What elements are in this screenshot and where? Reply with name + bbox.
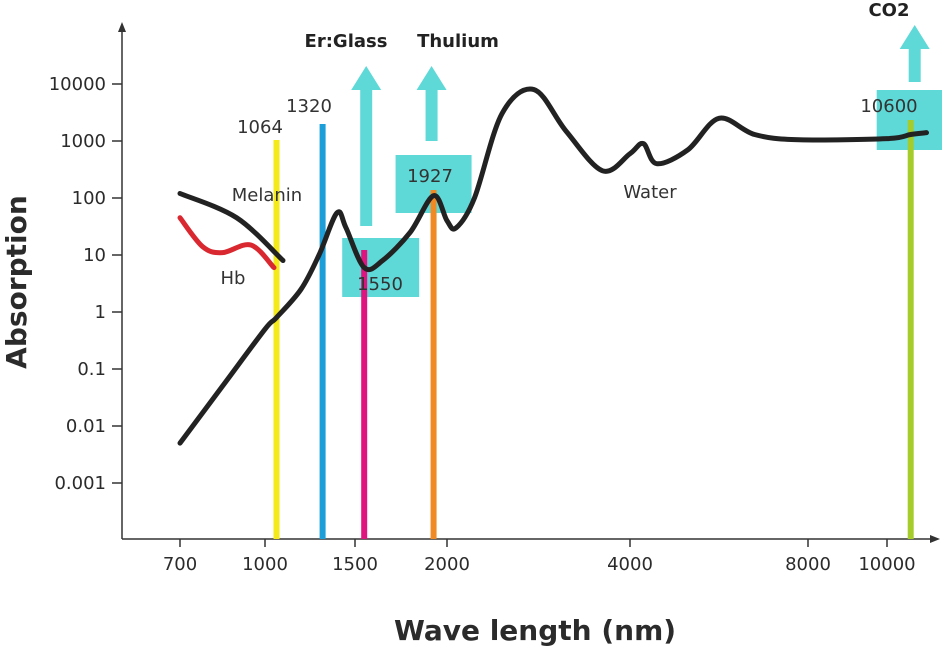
y-tick-label: 0.1 [77,359,106,380]
series-hb [177,215,277,271]
y-tick-group: 10000 1000 100 10 1 0.1 0.01 0.001 [49,74,122,494]
laser-lines [273,120,914,539]
y-tick-label: 1000 [60,131,106,152]
laser-name-erglass: Er:Glass [305,31,388,52]
laser-label-1927: 1927 [407,166,453,187]
x-tick-label: 2000 [424,554,470,575]
thulium-arrow [416,66,447,141]
x-tick-label: 700 [163,554,197,575]
x-tick-label: 1500 [332,554,378,575]
x-tick-group: 700 1000 1500 2000 4000 8000 10000 [163,539,916,575]
x-axis-arrow [930,535,940,543]
curves [177,86,929,446]
x-tick-label: 8000 [785,554,831,575]
y-tick-label: 100 [72,188,106,209]
x-tick-label: 4000 [607,554,653,575]
y-tick-label: 10000 [49,74,106,95]
y-tick-label: 1 [95,302,106,323]
laser-label-1550: 1550 [357,274,403,295]
co2-arrow [899,25,930,82]
y-axis-arrow [118,22,126,32]
y-tick-label: 0.001 [54,473,106,494]
series-water [177,86,929,446]
axes [118,22,940,543]
laser-label-1320: 1320 [286,96,332,117]
laser-label-10600: 10600 [860,96,917,117]
series-melanin [177,190,286,264]
y-axis-title: Absorption [0,195,33,369]
erglass-arrow [351,66,382,226]
x-axis-title: Wave length (nm) [394,614,676,647]
x-tick-label: 1000 [242,554,288,575]
laser-label-1064: 1064 [237,117,283,138]
curve-label-melanin: Melanin [232,185,302,206]
x-tick-label: 10000 [858,554,915,575]
y-tick-label: 10 [83,245,106,266]
curve-label-water: Water [623,182,677,203]
y-tick-label: 0.01 [66,416,106,437]
laser-name-thulium: Thulium [417,31,499,52]
laser-name-co2: CO2 [868,0,909,21]
curve-label-hb: Hb [221,268,246,289]
